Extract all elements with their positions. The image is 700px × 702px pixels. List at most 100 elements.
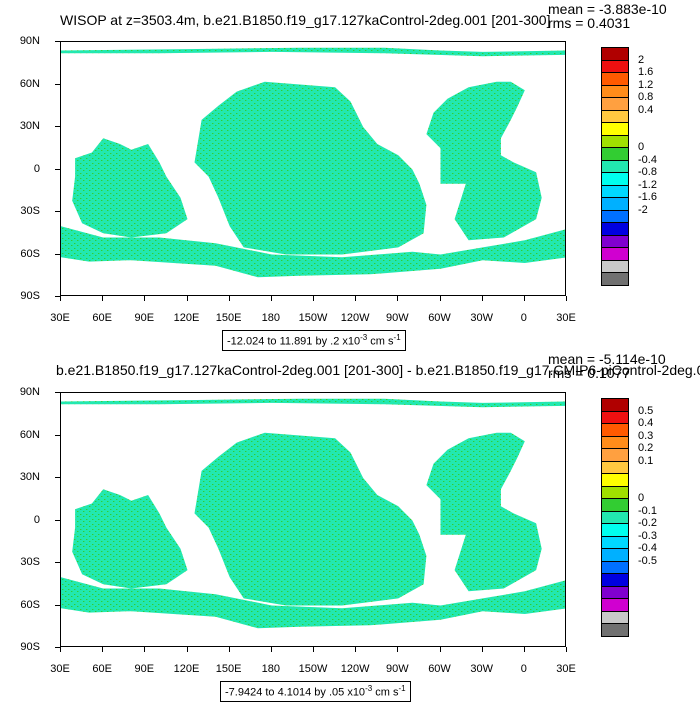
- lon-tick: [270, 647, 272, 652]
- colorbar-label: 0.3: [638, 429, 654, 442]
- lon-label: 150W: [298, 312, 328, 324]
- ocean-region: [194, 81, 427, 255]
- colorbar-box: [601, 398, 629, 412]
- colorbar-box: [601, 460, 629, 475]
- colorbar-box: [601, 172, 629, 186]
- rms-stat: rms = 0.1077: [548, 365, 631, 381]
- colorbar-box: [601, 109, 629, 124]
- colorbar-box: [601, 523, 629, 537]
- lon-tick: [523, 647, 525, 652]
- colorbar-box: [601, 623, 629, 637]
- map-plot: [60, 41, 566, 296]
- lon-tick: [313, 647, 314, 652]
- lon-tick: [102, 296, 104, 301]
- ocean-region: [61, 577, 565, 629]
- lat-label: 60S: [20, 598, 40, 611]
- lon-label: 60W: [428, 312, 451, 324]
- lat-tick: [55, 253, 60, 255]
- contour-range: -7.9424 to 4.1014 by .05 x10: [225, 686, 366, 699]
- colorbar-label: 0.1: [638, 454, 654, 467]
- colorbar-box: [601, 97, 629, 111]
- colorbar-box: [601, 122, 629, 136]
- colorbar-label: -0.5: [638, 554, 657, 567]
- colorbar-box: [601, 259, 629, 274]
- contour-info-box: -12.024 to 11.891 by .2 x10-3 cm s-1: [222, 330, 406, 351]
- lon-label: 120E: [173, 663, 200, 675]
- lon-label: 120E: [173, 312, 200, 324]
- lon-tick: [566, 647, 567, 652]
- lon-label: 30W: [470, 663, 493, 675]
- lon-tick: [102, 647, 104, 652]
- colorbar-label: -0.2: [638, 517, 657, 530]
- lat-label: 90N: [19, 386, 40, 398]
- lon-label: 60E: [92, 312, 112, 324]
- contour-units: cm s: [372, 686, 399, 699]
- map-field: [61, 398, 565, 629]
- lon-tick: [144, 296, 146, 301]
- colorbar-label: 0: [638, 492, 645, 505]
- lon-tick: [566, 296, 567, 301]
- colorbar-label: -2: [638, 203, 648, 216]
- contour-units-exp: -1: [398, 684, 406, 693]
- lat-label: 30N: [19, 471, 40, 483]
- ocean-region: [72, 489, 188, 589]
- colorbar-box: [601, 573, 629, 587]
- ocean-region: [426, 81, 542, 241]
- lat-tick: [55, 392, 60, 393]
- lon-tick: [186, 296, 188, 301]
- lat-label: 90S: [20, 641, 40, 653]
- lon-tick: [186, 647, 188, 652]
- lon-label: 180: [261, 312, 280, 324]
- colorbar-label: 0: [638, 141, 645, 154]
- lon-tick: [481, 296, 483, 301]
- lon-tick: [439, 647, 441, 652]
- lon-tick: [228, 296, 230, 301]
- colorbar-box: [601, 560, 629, 575]
- lat-label: 60N: [19, 428, 40, 441]
- lon-label: 180: [261, 663, 280, 675]
- map-plot: [60, 392, 566, 647]
- ocean-region: [426, 432, 542, 592]
- colorbar-label: 1.6: [638, 66, 654, 79]
- lat-label: 0: [33, 513, 40, 526]
- lat-tick: [55, 41, 60, 42]
- colorbar-label: -1.2: [638, 178, 657, 191]
- lon-label: 150W: [298, 663, 328, 675]
- lat-tick: [55, 168, 60, 170]
- lon-label: 0: [520, 663, 527, 675]
- colorbar-box: [601, 72, 629, 86]
- colorbar-label: 0.4: [638, 417, 654, 430]
- lon-label: 30W: [470, 312, 493, 324]
- colorbar-box: [601, 209, 629, 224]
- colorbar-box: [601, 585, 629, 600]
- colorbar-label: -0.8: [638, 166, 657, 179]
- contour-info-box: -7.9424 to 4.1014 by .05 x10-3 cm s-1: [220, 681, 411, 702]
- lat-tick: [55, 211, 60, 212]
- colorbar-box: [601, 159, 629, 174]
- colorbar-box: [601, 47, 629, 61]
- colorbar-box: [601, 59, 629, 74]
- lon-label: 120W: [340, 312, 370, 324]
- colorbar-label: -0.4: [638, 542, 657, 555]
- colorbar-box: [601, 448, 629, 462]
- lon-tick: [397, 296, 399, 301]
- lon-label: 150E: [215, 312, 242, 324]
- contour-range: -12.024 to 11.891 by .2 x10: [227, 335, 361, 348]
- colorbar-box: [601, 473, 629, 487]
- lon-tick: [60, 647, 61, 652]
- colorbar-box: [601, 84, 629, 99]
- colorbar-box: [601, 272, 629, 286]
- lon-label: 60E: [92, 663, 112, 675]
- lat-tick: [55, 477, 60, 478]
- lat-label: 30N: [19, 120, 40, 132]
- lon-tick: [60, 296, 61, 301]
- colorbar-box: [601, 184, 629, 199]
- lon-tick: [270, 296, 272, 301]
- lat-label: 90S: [20, 290, 40, 302]
- colorbar-label: -0.1: [638, 504, 657, 517]
- lat-tick: [55, 519, 60, 521]
- colorbar-label: -0.4: [638, 153, 657, 166]
- colorbar-box: [601, 435, 629, 450]
- lat-label: 30S: [20, 205, 40, 217]
- colorbar-box: [601, 610, 629, 625]
